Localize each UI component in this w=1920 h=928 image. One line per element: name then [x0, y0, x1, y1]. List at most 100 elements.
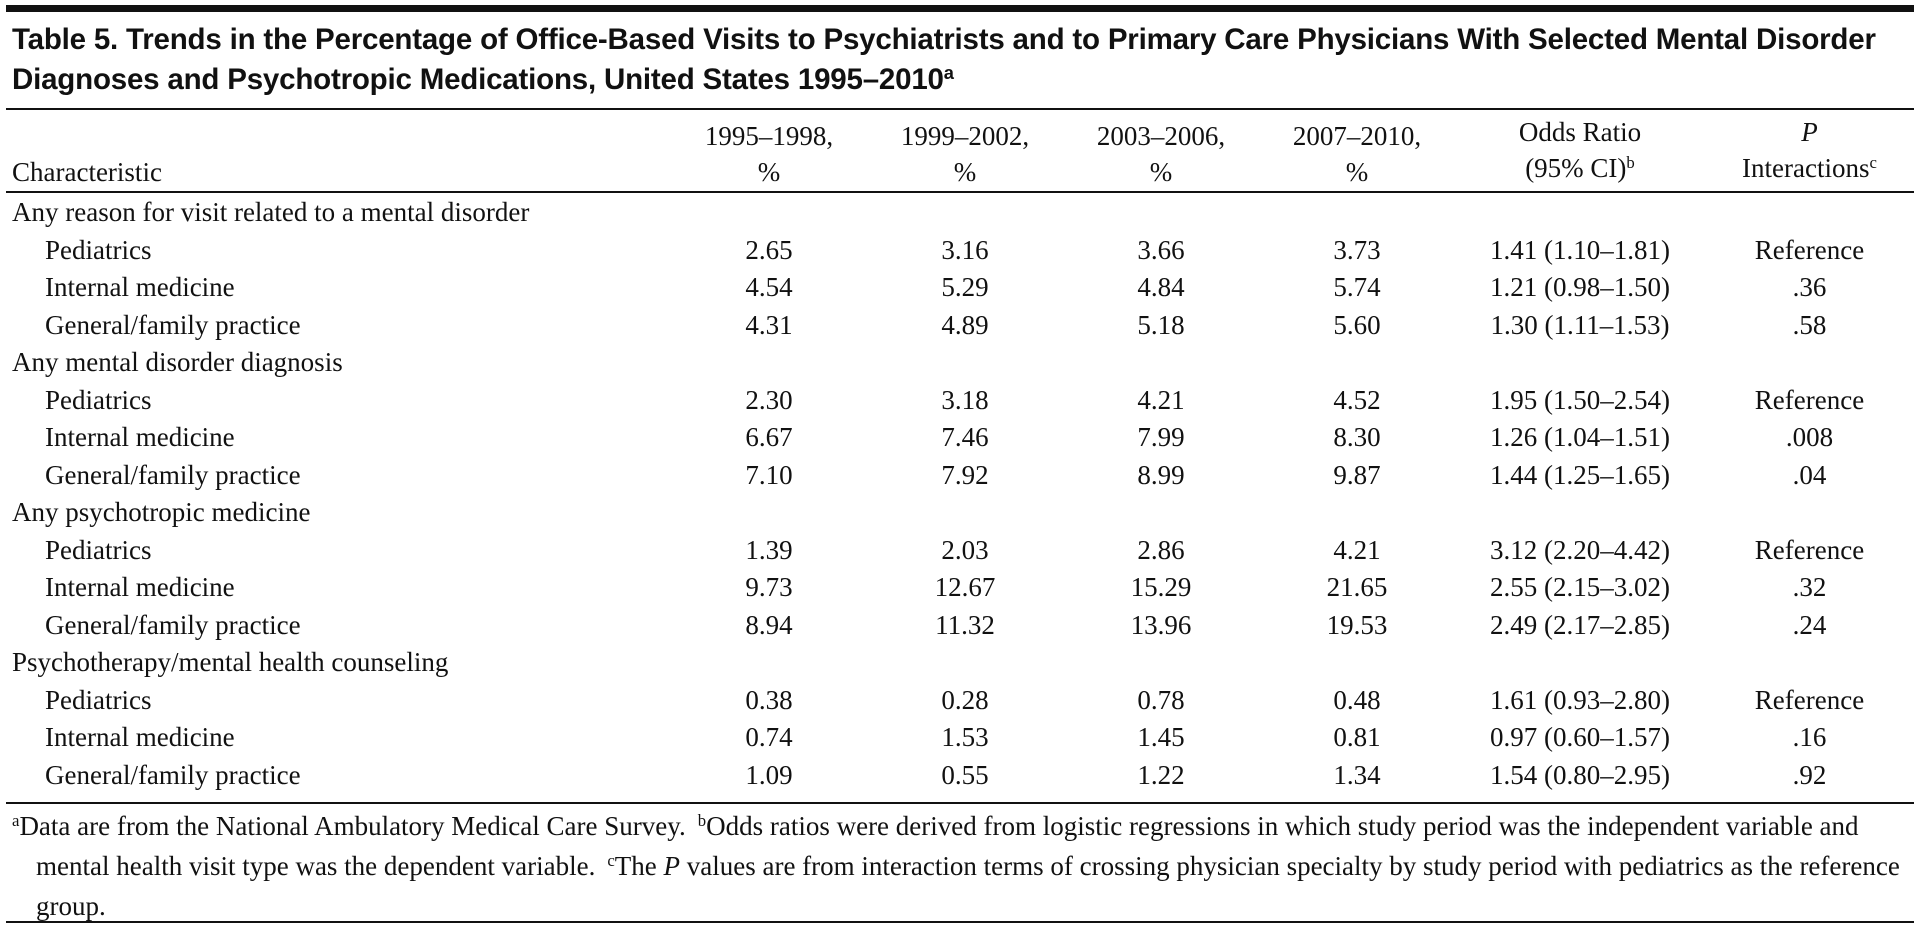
cell: 1.44 (1.25–1.65)	[1490, 459, 1670, 490]
cell: 1.53	[941, 722, 989, 752]
cell: 0.78	[1137, 684, 1185, 715]
header-line: Interactions	[1742, 153, 1870, 183]
cell: 0.48	[1333, 684, 1381, 715]
row-label: General/family practice	[45, 309, 301, 340]
cell: 13.96	[1130, 609, 1192, 640]
cell: 4.21	[1333, 534, 1381, 565]
cell: 2.03	[941, 534, 989, 565]
cell: 1.45	[1137, 722, 1185, 752]
header-rule	[6, 191, 1914, 193]
data-row: Internal medicine 6.67 7.46 7.99 8.30 1.26 (1…	[6, 419, 1914, 457]
header-row: Characteristic 1995–1998,% 1999–2002,% 2003…	[6, 110, 1914, 190]
group-label: Any reason for visit related to a mental…	[12, 197, 530, 227]
row-label: Pediatrics	[45, 684, 152, 715]
cell: 1.61 (0.93–2.80)	[1490, 684, 1670, 715]
cell: Reference	[1754, 684, 1865, 715]
cell: .32	[1792, 572, 1827, 602]
footnote-text: Odds ratios were derived from logistic r…	[36, 811, 1866, 881]
data-table: Characteristic 1995–1998,% 1999–2002,% 2003…	[6, 110, 1914, 794]
cell: 4.52	[1333, 384, 1381, 415]
cell: 1.30 (1.11–1.53)	[1490, 309, 1670, 340]
cell: 7.10	[745, 459, 793, 490]
cell: 21.65	[1326, 572, 1388, 602]
data-row: Pediatrics 2.65 3.16 3.66 3.73 1.41 (1.10–1.8…	[6, 232, 1914, 270]
body-rule	[6, 802, 1914, 804]
group-row: Any mental disorder diagnosis	[6, 344, 1914, 382]
cell: 0.81	[1333, 722, 1381, 752]
cell: 5.18	[1137, 309, 1185, 340]
header-line: 2007–2010,	[1292, 121, 1422, 151]
cell: Reference	[1754, 384, 1865, 415]
cell: 1.26 (1.04–1.51)	[1490, 422, 1670, 452]
cell: 1.54 (0.80–2.95)	[1490, 759, 1670, 790]
title-note-mark: a	[943, 61, 954, 83]
row-label: Pediatrics	[45, 534, 152, 565]
data-row: Internal medicine 0.74 1.53 1.45 0.81 0.97 (0…	[6, 719, 1914, 757]
cell: .04	[1792, 459, 1827, 490]
cell: 6.67	[745, 422, 793, 452]
cell: 4.31	[745, 309, 793, 340]
cell: 2.65	[745, 234, 793, 265]
cell: Reference	[1754, 534, 1865, 565]
header-line: 1999–2002,	[900, 121, 1030, 151]
footnote-text: P	[663, 851, 681, 881]
cell: 4.54	[745, 272, 793, 302]
cell: 1.09	[745, 759, 793, 790]
cell: 12.67	[934, 572, 996, 602]
data-row: Internal medicine 9.73 12.67 15.29 21.65 2.55…	[6, 569, 1914, 607]
footnote-text: values are from interaction terms of cro…	[36, 851, 1907, 921]
header-note-mark: b	[1626, 152, 1635, 172]
cell: 1.41 (1.10–1.81)	[1490, 234, 1670, 265]
row-label: Pediatrics	[45, 234, 152, 265]
data-row: Pediatrics 2.30 3.18 4.21 4.52 1.95 (1.50–2.5…	[6, 382, 1914, 420]
top-bar	[6, 5, 1914, 12]
footnote-mark: b	[697, 810, 707, 830]
title-rule	[6, 108, 1914, 110]
header-line: (95% CI)	[1525, 153, 1627, 183]
row-label: Internal medicine	[45, 422, 235, 452]
cell: 3.18	[941, 384, 989, 415]
cell: .16	[1792, 722, 1827, 752]
row-label: General/family practice	[45, 609, 301, 640]
row-label: Internal medicine	[45, 722, 235, 752]
header-line: Odds Ratio	[1518, 117, 1642, 147]
cell: 3.66	[1137, 234, 1185, 265]
cell: 0.55	[941, 759, 989, 790]
table-body: Any reason for visit related to a mental…	[6, 190, 1914, 794]
cell: 5.60	[1333, 309, 1381, 340]
header-line: %	[1149, 157, 1173, 187]
cell: 7.99	[1137, 422, 1185, 452]
cell: 9.87	[1333, 459, 1381, 490]
cell: 3.12 (2.20–4.42)	[1490, 534, 1670, 565]
data-row: General/family practice 8.94 11.32 13.96 19.…	[6, 607, 1914, 645]
cell: .92	[1792, 759, 1827, 790]
cell: 8.99	[1137, 459, 1185, 490]
group-row: Psychotherapy/mental health counseling	[6, 644, 1914, 682]
header-line: Characteristic	[12, 157, 162, 187]
footnote-text: Data are from the National Ambulatory Me…	[19, 811, 686, 841]
data-row: General/family practice 7.10 7.92 8.99 9.87 1…	[6, 457, 1914, 495]
cell: 0.38	[745, 684, 793, 715]
cell: 1.39	[745, 534, 793, 565]
bottom-rule	[6, 921, 1914, 923]
header-line: 1995–1998,	[704, 121, 834, 151]
data-row: Internal medicine 4.54 5.29 4.84 5.74 1.21 (0…	[6, 269, 1914, 307]
table-header: Characteristic 1995–1998,% 1999–2002,% 2003…	[6, 110, 1914, 190]
group-label: Psychotherapy/mental health counseling	[12, 647, 449, 677]
cell: 11.32	[935, 609, 995, 640]
cell: 4.21	[1137, 384, 1185, 415]
cell: 8.30	[1333, 422, 1381, 452]
cell: 0.28	[941, 684, 989, 715]
column-header: 2003–2006,%	[1063, 110, 1259, 190]
header-note-mark: c	[1869, 152, 1877, 172]
cell: .36	[1792, 272, 1827, 302]
cell: 3.73	[1333, 234, 1381, 265]
cell: 8.94	[745, 609, 793, 640]
cell: .24	[1792, 609, 1827, 640]
footnotes: aData are from the National Ambulatory M…	[12, 808, 1900, 924]
header-line: %	[757, 157, 781, 187]
footnote: cThe P values are from interaction terms…	[36, 851, 1907, 921]
footnote-text: The	[614, 851, 664, 881]
